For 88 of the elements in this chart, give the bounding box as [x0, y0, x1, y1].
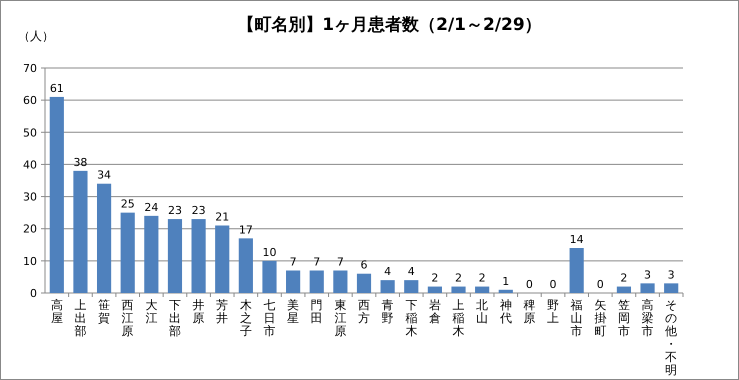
- bar: [262, 260, 277, 293]
- data-label: 1: [502, 274, 510, 288]
- x-tick-label: 稗原: [523, 298, 536, 325]
- bar: [215, 226, 230, 293]
- data-label: 3: [644, 268, 652, 282]
- data-label: 24: [144, 200, 158, 214]
- data-label: 2: [455, 272, 462, 285]
- x-tick-label: 神代: [498, 298, 512, 325]
- x-tick-label: 笠岡市: [618, 298, 630, 338]
- bar: [192, 219, 206, 293]
- y-axis-title: （人）: [18, 29, 54, 43]
- bar: [640, 283, 655, 293]
- bar: [498, 290, 513, 293]
- bar: [356, 274, 372, 293]
- data-label: 21: [215, 210, 230, 224]
- data-label: 34: [97, 168, 112, 182]
- bar: [380, 280, 395, 293]
- data-label: 17: [238, 223, 253, 236]
- data-label: 61: [50, 82, 64, 95]
- data-label: 2: [431, 272, 438, 285]
- data-label: 4: [384, 265, 392, 278]
- bar: [168, 219, 182, 293]
- x-tick-label: 東江原: [334, 298, 346, 338]
- bar: [50, 96, 64, 293]
- y-tick-label: 50: [23, 126, 37, 140]
- x-tick-label: 高屋: [50, 298, 63, 325]
- x-tick-label: 上出部: [74, 298, 86, 338]
- bar: [428, 286, 442, 293]
- x-tick-label: 上稲木: [452, 298, 465, 338]
- data-label: 7: [313, 256, 320, 268]
- data-label: 7: [290, 256, 297, 268]
- data-label: 0: [526, 278, 533, 291]
- data-label: 3: [668, 268, 675, 282]
- x-tick-label: 矢掛町: [594, 298, 606, 338]
- data-label: 38: [73, 156, 88, 169]
- bar: [404, 280, 418, 293]
- y-tick-label: 70: [23, 62, 37, 75]
- y-tick-label: 40: [23, 158, 37, 172]
- x-tick-label: 七日市: [263, 298, 276, 338]
- data-label: 4: [408, 265, 415, 278]
- y-tick-label: 60: [23, 94, 37, 108]
- bar: [286, 270, 300, 293]
- bar: [616, 286, 632, 293]
- bar: [73, 170, 88, 293]
- data-label: 0: [550, 278, 557, 291]
- x-tick-label: その他・不明: [665, 298, 678, 377]
- bar: [570, 248, 584, 293]
- x-tick-label: 芳井: [216, 298, 228, 325]
- data-label: 25: [120, 198, 135, 211]
- bar: [333, 270, 348, 293]
- data-label: 6: [360, 258, 368, 272]
- x-tick-label: 青野: [382, 298, 394, 325]
- y-tick-label: 0: [30, 287, 37, 300]
- x-tick-label: 西方: [358, 298, 370, 325]
- data-label: 0: [596, 278, 604, 291]
- data-label: 23: [192, 204, 206, 218]
- data-label: 14: [570, 233, 584, 246]
- x-tick-label: 西江原: [122, 298, 134, 338]
- x-tick-label: 岩倉: [428, 298, 441, 325]
- data-label: 7: [336, 256, 344, 268]
- bar: [96, 184, 112, 293]
- bar: [238, 238, 253, 293]
- y-tick-label: 10: [23, 254, 37, 268]
- x-tick-label: 木之子: [240, 298, 252, 338]
- bar: [475, 286, 490, 293]
- data-label: 2: [478, 272, 486, 285]
- x-tick-label: 大江: [145, 298, 158, 325]
- bar: [451, 286, 466, 293]
- data-label: 2: [620, 272, 628, 285]
- x-tick-label: 福山市: [570, 298, 583, 338]
- y-tick-label: 30: [23, 190, 37, 204]
- x-tick-label: 下稲木: [405, 298, 418, 338]
- x-tick-label: 北山: [476, 298, 488, 325]
- x-tick-label: 野上: [547, 298, 560, 325]
- x-tick-label: 井原: [192, 298, 205, 325]
- x-tick-label: 美星: [287, 298, 300, 325]
- chart-title: 【町名別】1ヶ月患者数（2/1～2/29）: [237, 15, 542, 35]
- bar: [144, 216, 158, 293]
- bar: [120, 212, 135, 293]
- x-tick-label: 門田: [310, 298, 323, 325]
- x-tick-label: 高梁市: [642, 298, 654, 338]
- bar: [664, 283, 678, 293]
- x-tick-label: 下出部: [168, 298, 181, 338]
- y-tick-label: 20: [23, 222, 37, 236]
- x-tick-label: 笹賀: [98, 298, 110, 325]
- bar: [310, 270, 324, 293]
- data-label: 23: [168, 204, 182, 218]
- data-label: 10: [262, 246, 276, 259]
